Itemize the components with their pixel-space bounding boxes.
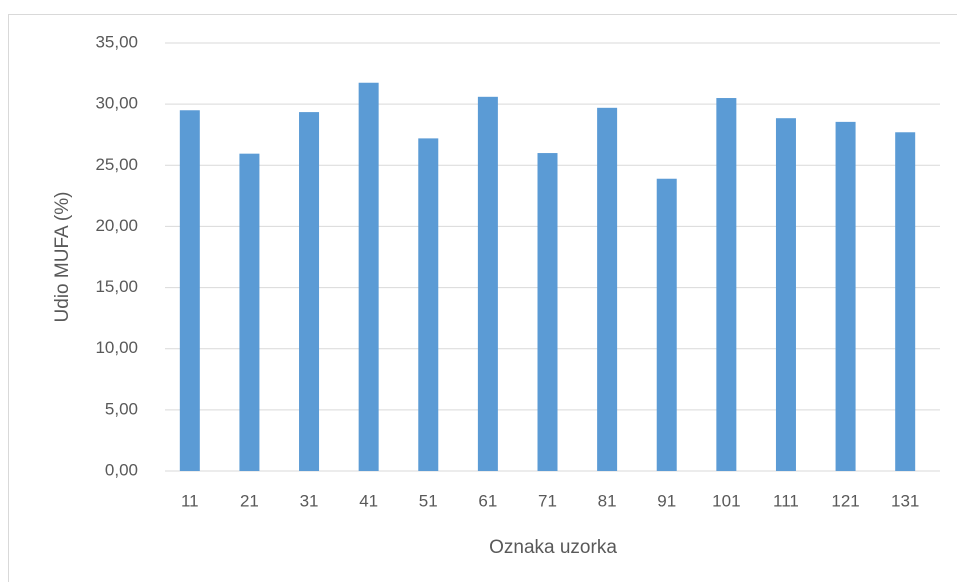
bar [477,96,498,471]
x-tick-label: 111 [773,491,799,510]
bar [597,107,618,471]
y-tick-label: 20,00 [95,216,138,235]
x-tick-label: 31 [300,491,319,510]
y-tick-label: 30,00 [95,94,138,113]
x-tick-label: 81 [598,491,617,510]
bar [716,98,737,472]
bar [656,178,677,472]
x-tick-label: 41 [359,491,378,510]
x-tick-label: 71 [538,491,557,510]
bar [179,110,200,471]
x-tick-label: 131 [891,491,919,510]
bar [775,118,796,471]
y-tick-label: 5,00 [105,399,138,418]
chart-border [8,14,957,582]
x-tick-label: 21 [240,491,259,510]
bar [895,132,916,472]
x-tick-label: 11 [181,491,199,510]
bar [358,82,379,471]
bar [835,121,856,472]
y-tick-label: 0,00 [105,460,138,479]
y-axis-title: Udio MUFA (%) [52,192,73,323]
x-tick-label: 121 [831,491,859,510]
bar [537,153,558,472]
bar [299,112,320,471]
x-tick-label: 51 [419,491,438,510]
y-tick-label: 10,00 [95,338,138,357]
x-tick-label: 101 [712,491,740,510]
y-tick-label: 25,00 [95,155,138,174]
bar [239,153,260,471]
x-tick-label: 91 [657,491,676,510]
y-tick-label: 15,00 [95,277,138,296]
bar [418,138,439,471]
x-tick-label: 61 [478,491,497,510]
x-axis-title: Oznaka uzorka [489,537,617,558]
y-tick-label: 35,00 [95,32,138,51]
